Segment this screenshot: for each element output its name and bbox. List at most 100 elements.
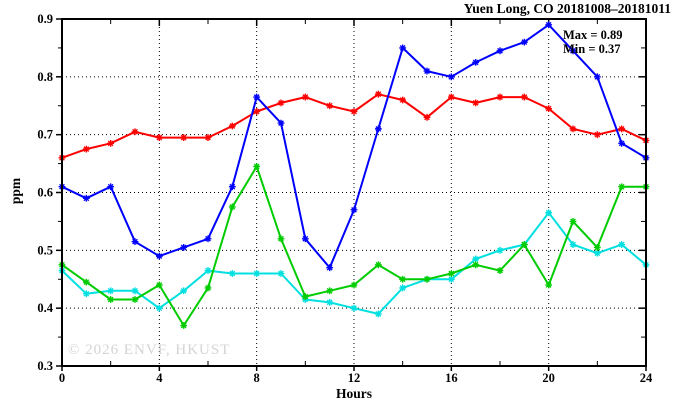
y-tick-label: 0.3: [37, 359, 53, 373]
x-tick-label: 12: [348, 371, 361, 385]
data-point-marker: [131, 287, 139, 295]
data-point-marker: [374, 90, 382, 98]
data-point-marker: [569, 47, 577, 55]
data-point-marker: [350, 206, 358, 214]
data-point-marker: [326, 102, 334, 110]
data-point-marker: [496, 93, 504, 101]
data-point-marker: [350, 304, 358, 312]
chart-title: Yuen Long, CO 20181008–20181011: [463, 1, 671, 16]
y-tick-label: 0.5: [37, 243, 53, 257]
x-tick-label: 16: [445, 371, 458, 385]
data-point-marker: [423, 67, 431, 75]
data-point-marker: [618, 241, 626, 248]
data-point-marker: [399, 96, 407, 104]
data-point-marker: [350, 108, 358, 115]
y-tick-label: 0.6: [37, 186, 53, 200]
data-point-marker: [399, 44, 407, 52]
min-annotation: Min = 0.37: [563, 42, 621, 56]
data-point-marker: [204, 284, 212, 292]
data-point-marker: [326, 287, 334, 295]
data-point-marker: [447, 73, 455, 81]
data-point-marker: [569, 125, 577, 133]
data-point-marker: [301, 235, 309, 243]
data-point-marker: [82, 194, 90, 202]
data-point-marker: [520, 241, 528, 248]
data-point-marker: [277, 235, 285, 243]
data-point-marker: [204, 235, 212, 243]
data-point-marker: [301, 93, 309, 101]
data-point-marker: [593, 249, 601, 257]
data-point-marker: [593, 131, 601, 139]
plot-border: [61, 18, 647, 367]
max-annotation: Max = 0.89: [563, 28, 623, 42]
data-point-marker: [228, 270, 236, 277]
data-point-marker: [374, 310, 382, 318]
data-point-marker: [545, 209, 553, 217]
data-point-marker: [204, 134, 212, 141]
data-point-marker: [253, 270, 261, 277]
data-point-marker: [545, 21, 553, 29]
data-point-marker: [277, 270, 285, 277]
data-point-marker: [447, 275, 455, 283]
data-point-marker: [155, 252, 163, 260]
data-point-marker: [82, 145, 90, 153]
data-point-marker: [253, 163, 261, 170]
data-point-marker: [496, 47, 504, 55]
x-tick-label: 20: [542, 371, 555, 385]
data-point-marker: [228, 183, 236, 191]
x-tick-label: 4: [156, 371, 163, 385]
data-point-marker: [180, 134, 188, 141]
data-point-marker: [350, 281, 358, 289]
series-blue-markers: [58, 21, 650, 272]
data-point-marker: [496, 267, 504, 274]
y-tick-label: 0.4: [37, 301, 53, 315]
data-point-marker: [399, 275, 407, 283]
data-point-marker: [496, 246, 504, 254]
watermark: © 2026 ENVF, HKUST: [68, 342, 231, 358]
y-tick-label: 0.7: [37, 128, 53, 142]
data-point-marker: [82, 290, 90, 298]
data-point-marker: [155, 134, 163, 141]
data-point-marker: [447, 270, 455, 277]
data-point-marker: [180, 287, 188, 295]
data-point-marker: [155, 304, 163, 312]
data-point-marker: [520, 93, 528, 101]
data-point-marker: [618, 183, 626, 191]
data-point-marker: [107, 296, 115, 303]
x-tick-label: 0: [59, 371, 65, 385]
data-point-marker: [423, 113, 431, 121]
y-axis-label: ppm: [8, 177, 23, 205]
data-point-marker: [545, 281, 553, 289]
data-point-marker: [107, 139, 115, 147]
data-point-marker: [131, 296, 139, 303]
y-tick-label: 0.8: [37, 70, 53, 84]
data-point-marker: [277, 99, 285, 107]
data-point-marker: [253, 108, 261, 115]
data-point-marker: [180, 244, 188, 251]
data-point-marker: [472, 255, 480, 263]
data-point-marker: [472, 99, 480, 107]
data-point-marker: [569, 218, 577, 225]
data-point-marker: [593, 244, 601, 251]
data-point-marker: [155, 281, 163, 289]
data-point-marker: [593, 73, 601, 81]
data-point-marker: [107, 287, 115, 295]
series-red-markers: [58, 90, 650, 162]
data-point-marker: [204, 267, 212, 274]
data-point-marker: [228, 122, 236, 130]
data-point-marker: [618, 139, 626, 147]
data-point-marker: [131, 238, 139, 246]
data-point-marker: [180, 322, 188, 329]
data-point-marker: [447, 93, 455, 101]
data-point-marker: [326, 264, 334, 272]
data-point-marker: [618, 125, 626, 133]
data-point-marker: [520, 38, 528, 46]
data-point-marker: [472, 58, 480, 66]
data-point-marker: [569, 241, 577, 248]
data-point-marker: [374, 125, 382, 133]
data-point-marker: [107, 183, 115, 191]
data-point-marker: [326, 298, 334, 306]
data-point-marker: [399, 284, 407, 292]
data-point-marker: [82, 278, 90, 286]
